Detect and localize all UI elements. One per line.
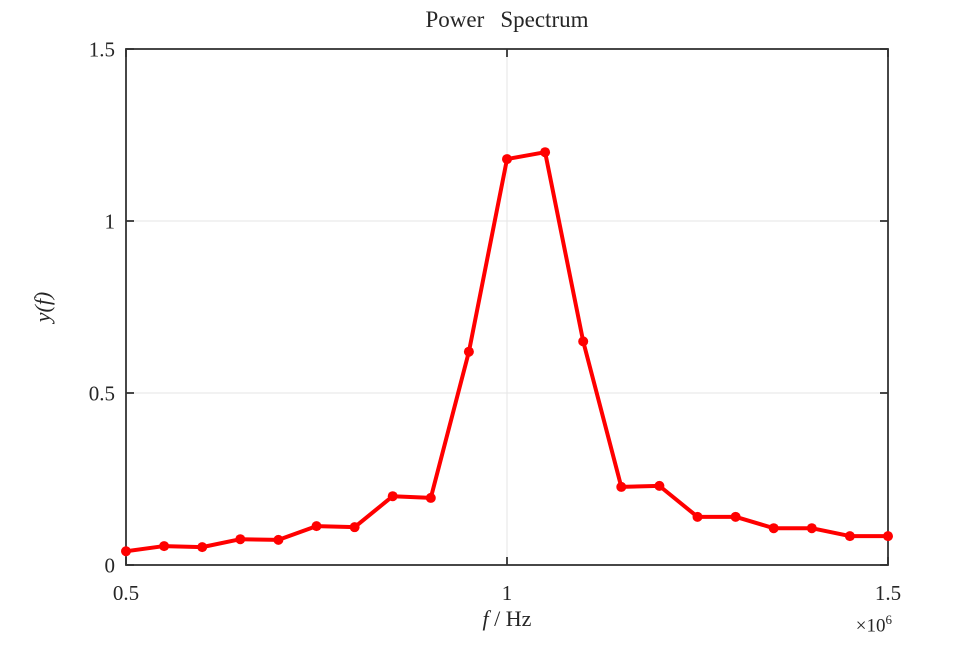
- data-point: [806, 523, 817, 534]
- data-point: [692, 511, 703, 522]
- x-tick-label: 1: [502, 581, 513, 605]
- x-axis-multiplier: ×106: [856, 612, 892, 637]
- data-point: [540, 147, 551, 158]
- data-point: [883, 531, 893, 542]
- data-point: [768, 523, 779, 534]
- multiplier-exponent: 6: [885, 612, 893, 627]
- data-point: [502, 154, 512, 165]
- data-point: [121, 546, 131, 557]
- data-point: [311, 521, 322, 532]
- data-point: [730, 511, 741, 522]
- multiplier-base: ×10: [855, 615, 886, 637]
- y-tick-label: 0: [105, 553, 116, 577]
- data-point: [197, 542, 208, 553]
- y-tick-label: 1.5: [89, 37, 115, 61]
- x-tick-label: 0.5: [113, 581, 139, 605]
- x-tick-label: 1.5: [875, 581, 901, 605]
- data-point: [349, 522, 360, 533]
- data-point: [844, 531, 855, 542]
- data-point: [235, 534, 246, 545]
- x-axis-unit: / Hz: [488, 606, 532, 631]
- data-point: [425, 492, 436, 503]
- data-point: [616, 481, 627, 492]
- data-point: [463, 346, 474, 357]
- data-point: [654, 480, 665, 491]
- chart-title: Power Spectrum: [425, 7, 589, 32]
- x-axis-variable: f: [482, 606, 489, 631]
- data-point: [578, 336, 589, 347]
- y-tick-label: 1: [105, 209, 116, 233]
- data-point: [273, 534, 284, 545]
- x-axis-label: f / Hz: [126, 606, 888, 632]
- y-tick-label: 0.5: [89, 381, 115, 405]
- data-point: [387, 491, 398, 502]
- data-point: [159, 541, 170, 552]
